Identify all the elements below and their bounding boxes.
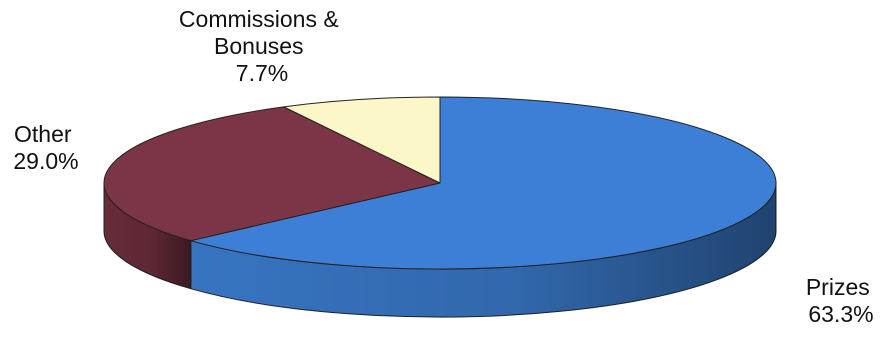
pie-slice-prizes (190, 96, 777, 270)
pie-slice-commissions (283, 96, 441, 184)
pie-sides (103, 182, 777, 318)
slice-label-prizes: Prizes 63.3% (806, 274, 876, 327)
pie-side-shade-prizes (190, 183, 776, 318)
slice-label-commissions: Commissions & Bonuses 7.7% (179, 6, 345, 86)
pie-tops (103, 96, 777, 270)
slice-label-other: Other 29.0% (13, 121, 78, 174)
pie-slice-other (103, 106, 441, 242)
pie-side-shade-other (104, 183, 191, 289)
